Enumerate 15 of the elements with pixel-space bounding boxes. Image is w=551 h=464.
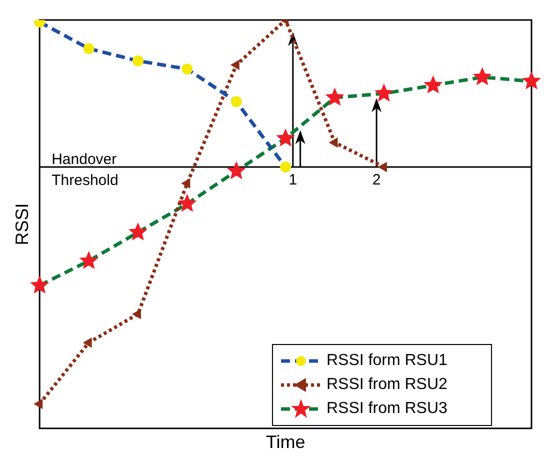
point [34,399,43,409]
point [182,178,190,188]
point [83,338,92,348]
point [132,309,141,319]
legend-label: RSSI form RSU1 [326,352,448,370]
point [329,138,338,148]
annotation: 2 [372,172,381,189]
legend-label: RSSI from RSU2 [326,376,448,394]
annotation: 1 [288,172,298,189]
legend-label: RSSI from RSU3 [326,400,448,418]
ref-line-label: Handover Threshold [52,151,118,190]
point [230,60,240,70]
point [378,162,387,172]
y-axis-title: RSSI [12,203,32,246]
x-axis-title: Time [266,432,306,452]
